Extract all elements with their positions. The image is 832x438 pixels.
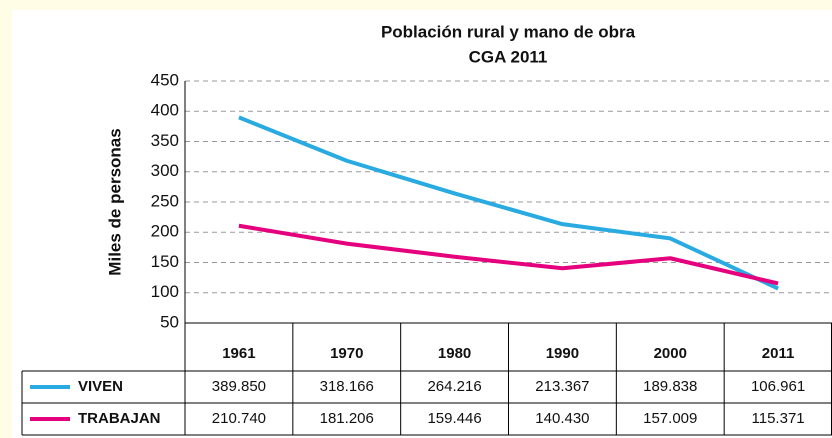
y-tick-label: 350 <box>151 131 179 150</box>
y-tick-label: 400 <box>151 101 179 120</box>
data-label: 140.430 <box>535 410 589 427</box>
x-tick-label: 2011 <box>762 345 795 362</box>
data-label: 210.740 <box>212 410 266 427</box>
y-axis-label: Miles de personas <box>105 128 124 275</box>
chart-subtitle: CGA 2011 <box>469 47 548 66</box>
data-label: 115.371 <box>752 410 805 427</box>
data-label: 157.009 <box>643 410 697 427</box>
series-line <box>238 223 779 286</box>
data-label: 213.367 <box>535 378 589 395</box>
legend-label: TRABAJAN <box>78 410 161 427</box>
x-tick-label: 2000 <box>654 345 687 362</box>
x-tick-label: 1990 <box>546 345 579 362</box>
y-tick-label: 450 <box>151 70 179 89</box>
series-line <box>238 115 779 291</box>
y-tick-label: 150 <box>151 252 179 271</box>
x-tick-label: 1980 <box>438 345 471 362</box>
y-tick-label: 300 <box>151 161 179 180</box>
x-tick-label: 1961 <box>222 345 255 362</box>
x-tick-label: 1970 <box>330 345 363 362</box>
y-tick-label: 100 <box>151 282 179 301</box>
data-label: 264.216 <box>427 378 481 395</box>
legend-label: VIVEN <box>78 378 123 395</box>
chart-title: Población rural y mano de obra <box>381 22 636 41</box>
data-label: 189.838 <box>643 378 697 395</box>
y-tick-label: 200 <box>151 222 179 241</box>
y-tick-label: 250 <box>151 191 179 210</box>
data-label: 159.446 <box>427 410 481 427</box>
background <box>12 10 832 438</box>
data-label: 389.850 <box>212 378 266 395</box>
data-label: 181.206 <box>320 410 374 427</box>
data-label: 106.961 <box>751 378 805 395</box>
y-tick-label: 50 <box>160 312 179 331</box>
data-label: 318.166 <box>320 378 374 395</box>
